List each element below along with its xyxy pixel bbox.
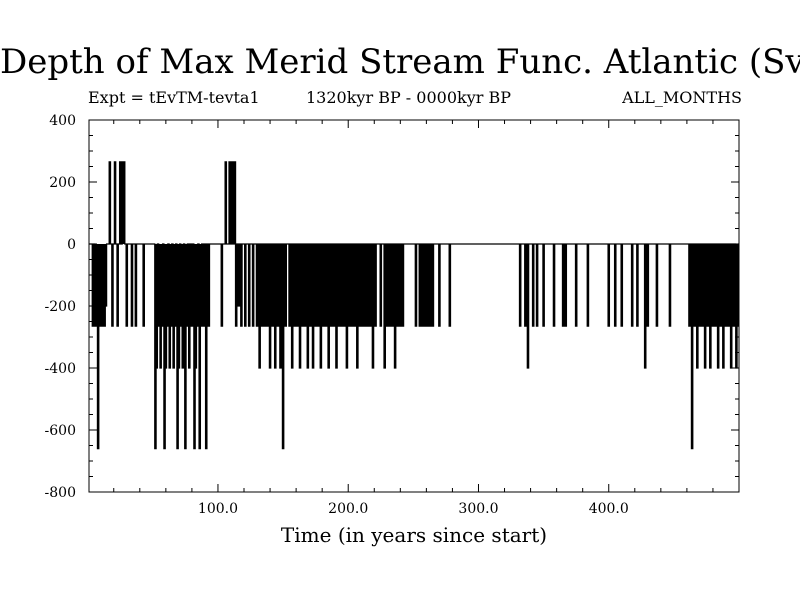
months-label: ALL_MONTHS [622,88,742,107]
y-tick-label: -400 [45,361,76,377]
experiment-label: Expt = tEvTM-tevta1 [88,88,260,107]
y-tick-label: -200 [45,299,76,315]
series-group [89,161,739,450]
x-tick-label: 400.0 [589,501,629,517]
y-tick-label: 0 [67,237,76,253]
plot-frame [88,119,740,493]
y-tick-label: 200 [49,175,76,191]
y-tick-label: -800 [45,485,76,501]
x-axis-label: Time (in years since start) [281,523,547,547]
x-tick-label: 300.0 [458,501,498,517]
x-tick-label: 200.0 [328,501,368,517]
chart-title: Depth of Max Merid Stream Func. Atlantic… [0,42,800,82]
x-tick-label: 100.0 [198,501,238,517]
series-line [89,161,739,450]
y-tick-label: 400 [49,113,76,129]
time-range-label: 1320kyr BP - 0000kyr BP [306,88,511,107]
y-tick-label: -600 [45,423,76,439]
